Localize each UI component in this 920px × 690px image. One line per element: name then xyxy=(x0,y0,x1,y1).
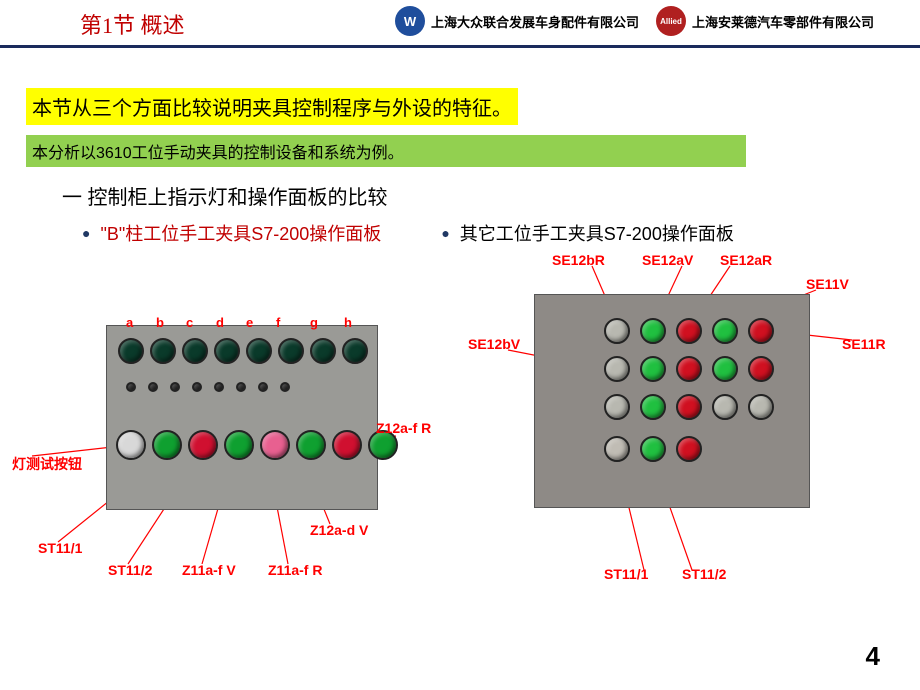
logo-2-icon: Allied xyxy=(656,6,686,36)
panel-button xyxy=(640,436,666,462)
panel-button xyxy=(214,382,224,392)
panel-button xyxy=(604,318,630,344)
callout-label: SE12bR xyxy=(552,252,605,268)
panel-button xyxy=(342,338,368,364)
panel-button xyxy=(676,318,702,344)
panel-button xyxy=(148,382,158,392)
company-1-name: 上海大众联合发展车身配件有限公司 xyxy=(431,12,639,31)
callout-label: ST11/2 xyxy=(108,562,152,578)
panel-button xyxy=(280,382,290,392)
header: 第1节 概述 W 上海大众联合发展车身配件有限公司 Allied 上海安莱德汽车… xyxy=(0,0,920,48)
callout-label: Z11a-f R xyxy=(268,562,322,578)
panel-button xyxy=(748,356,774,382)
panel-button xyxy=(258,382,268,392)
callout-label: 灯测试按钮 xyxy=(12,454,82,474)
logo-1-icon: W xyxy=(395,6,425,36)
bullet-row: ● "B"柱工位手工夹具S7-200操作面板 ● 其它工位手工夹具S7-200操… xyxy=(82,220,894,246)
callout-label: SE11R xyxy=(842,336,886,352)
panel-button xyxy=(246,338,272,364)
panel-button xyxy=(182,338,208,364)
panel-button xyxy=(126,382,136,392)
callout-label: SE12aV xyxy=(642,252,693,268)
panel-button xyxy=(296,430,326,460)
panel-button xyxy=(236,382,246,392)
panel-button xyxy=(604,356,630,382)
intro-highlight: 本节从三个方面比较说明夹具控制程序与外设的特征。 xyxy=(26,88,518,125)
panel-button xyxy=(332,430,362,460)
panel-button xyxy=(712,318,738,344)
panel-button xyxy=(604,394,630,420)
panel-button xyxy=(640,394,666,420)
panel-button xyxy=(748,318,774,344)
page-number: 4 xyxy=(866,641,880,672)
callout-label: g xyxy=(310,315,318,330)
panel-button xyxy=(116,430,146,460)
bullet-left-rest: 柱工位手工夹具S7-200操作面板 xyxy=(125,224,381,244)
callout-label: ST11/1 xyxy=(604,566,648,582)
callout-label: ST11/2 xyxy=(682,566,726,582)
callout-label: Z11a-f V xyxy=(182,562,236,578)
content: 本节从三个方面比较说明夹具控制程序与外设的特征。 本分析以3610工位手动夹具的… xyxy=(0,48,920,246)
panel-button xyxy=(170,382,180,392)
bullet-right-text: 其它工位手工夹具S7-200操作面板 xyxy=(460,220,734,246)
company-1: W 上海大众联合发展车身配件有限公司 xyxy=(395,6,639,36)
panel-button xyxy=(224,430,254,460)
bullet-dot-icon: ● xyxy=(441,225,449,241)
company-2: Allied 上海安莱德汽车零部件有限公司 xyxy=(656,6,874,36)
panel-button xyxy=(640,318,666,344)
panel-button xyxy=(310,338,336,364)
example-highlight: 本分析以3610工位手动夹具的控制设备和系统为例。 xyxy=(26,135,746,167)
panel-photo xyxy=(106,325,378,510)
panel-button xyxy=(640,356,666,382)
callout-label: c xyxy=(186,315,193,330)
callout-label: Z12a-d V xyxy=(310,522,368,538)
callout-label: d xyxy=(216,315,224,330)
section-title: 第1节 概述 xyxy=(80,8,185,40)
callout-label: f xyxy=(276,315,280,330)
panel-button xyxy=(214,338,240,364)
callout-label: Z12a-f R xyxy=(376,420,431,436)
panel-button xyxy=(604,436,630,462)
subheading: 一 控制柜上指示灯和操作面板的比较 xyxy=(62,181,894,210)
panel-button xyxy=(150,338,176,364)
callout-label: SE11V xyxy=(806,276,849,292)
bullet-right: ● 其它工位手工夹具S7-200操作面板 xyxy=(441,220,734,246)
panel-button xyxy=(278,338,304,364)
panel-button xyxy=(712,356,738,382)
bullet-left-red: "B" xyxy=(100,224,125,244)
panel-button xyxy=(188,430,218,460)
callout-label: h xyxy=(344,315,352,330)
callout-label: SE12aR xyxy=(720,252,772,268)
panel-button xyxy=(748,394,774,420)
bullet-dot-icon: ● xyxy=(82,225,90,241)
panel-button xyxy=(712,394,738,420)
callout-label: b xyxy=(156,315,164,330)
company-2-name: 上海安莱德汽车零部件有限公司 xyxy=(692,12,874,31)
callout-label: e xyxy=(246,315,253,330)
panel-button xyxy=(118,338,144,364)
panel-button xyxy=(676,394,702,420)
bullet-left: ● "B"柱工位手工夹具S7-200操作面板 xyxy=(82,220,381,246)
callout-label: a xyxy=(126,315,133,330)
panel-button xyxy=(676,436,702,462)
panel-button xyxy=(260,430,290,460)
callout-label: ST11/1 xyxy=(38,540,82,556)
callout-label: SE12bV xyxy=(468,336,520,352)
panel-button xyxy=(192,382,202,392)
panel-button xyxy=(152,430,182,460)
panel-button xyxy=(676,356,702,382)
